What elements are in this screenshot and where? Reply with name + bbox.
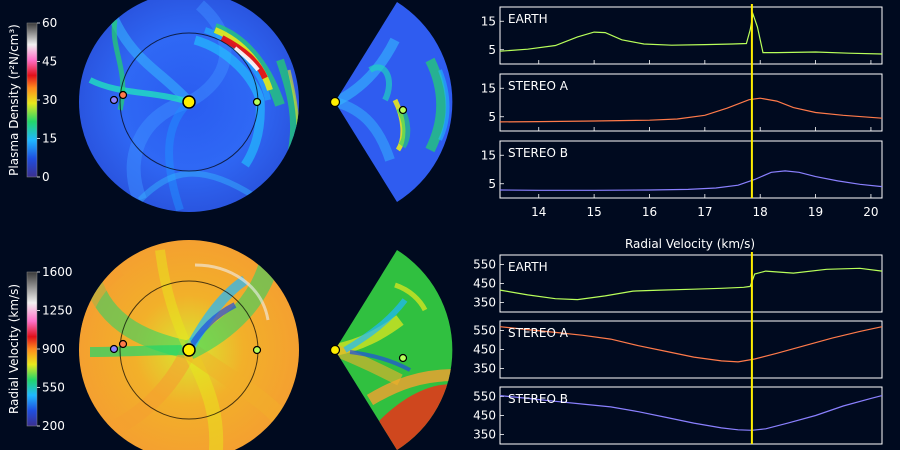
density-colorbar: Plasma Density (r²N/cm³) 60 45 30 15 0 [7,16,57,184]
velocity-colorbar-label: Radial Velocity (km/s) [7,284,21,414]
density-y-tick-label: 15 [481,14,496,28]
velocity-ecliptic-disc [79,240,299,450]
velocity-series-line-stereo-a [499,326,883,363]
velocity-timeseries: 350 450 550 EARTH 350 450 550 STEREO A 350 450 550… [473,252,883,445]
density-panel-frame [499,140,883,199]
velocity-y-tick-label: 550 [473,324,496,338]
wedge-earth-marker-velocity [398,353,408,363]
velocity-colorbar-tick-label: 550 [42,381,65,395]
stereo-a-marker [118,90,128,100]
density-y-tick-label: 5 [488,110,496,124]
density-colorbar-label: Plasma Density (r²N/cm³) [7,24,21,176]
density-ecliptic-disc [79,0,299,212]
density-panel-label: STEREO A [508,79,569,93]
velocity-colorbar-tick-label: 1600 [42,265,73,279]
density-series-line-stereo-a [499,97,883,123]
density-series-line-stereo-b [499,170,883,191]
density-series-line-earth [499,11,883,55]
velocity-colorbar-gradient [26,271,38,427]
velocity-y-tick-label: 550 [473,258,496,272]
velocity-series-line-earth [499,267,883,301]
density-colorbar-tick-label: 0 [42,170,50,184]
velocity-meridional-wedge [329,250,453,450]
velocity-colorbar-tick-label: 200 [42,419,65,433]
density-y-tick-label: 5 [488,177,496,191]
velocity-colorbar-tick-label: 1250 [42,304,73,318]
density-y-tick-label: 5 [488,43,496,57]
density-x-tick-label: 18 [753,205,768,219]
density-x-tick-label: 15 [586,205,601,219]
density-panel-label: EARTH [508,12,548,26]
density-colorbar-tick-label: 60 [42,16,57,30]
stereo-a-marker-velocity [118,339,128,349]
sun-marker-velocity [182,343,196,357]
velocity-y-tick-label: 450 [473,277,496,291]
density-colorbar-tick-label: 15 [42,132,57,146]
density-colorbar-gradient [26,22,38,178]
density-panel-frame [499,6,883,65]
velocity-y-tick-label: 350 [473,428,496,442]
velocity-panel-label: EARTH [508,260,548,274]
velocity-colorbar: Radial Velocity (km/s) 1600 1250 900 550 200 [7,265,73,433]
density-x-tick-label: 20 [863,205,878,219]
density-panel-label: STEREO B [508,146,568,160]
density-x-tick-label: 16 [642,205,657,219]
wedge-earth-marker [398,105,408,115]
density-x-tick-label: 19 [808,205,823,219]
density-y-tick-label: 15 [481,148,496,162]
velocity-y-tick-label: 350 [473,296,496,310]
earth-marker [252,97,262,107]
velocity-series-line-stereo-b [499,395,883,431]
velocity-y-tick-label: 450 [473,409,496,423]
density-colorbar-tick-label: 45 [42,55,57,69]
sun-marker [182,95,196,109]
density-y-tick-label: 15 [481,81,496,95]
velocity-panel-frame [499,254,883,313]
density-meridional-wedge [329,2,453,202]
earth-marker-velocity [252,345,262,355]
velocity-y-tick-label: 350 [473,362,496,376]
wedge-sun-marker [329,96,341,108]
velocity-y-tick-label: 450 [473,343,496,357]
velocity-panel-label: STEREO A [508,326,569,340]
velocity-colorbar-tick-label: 900 [42,342,65,356]
velocity-y-tick-label: 550 [473,390,496,404]
density-timeseries: 5 15 EARTH 5 15 STEREO A 5 15 STEREO B [481,4,883,199]
density-x-tick-label: 17 [697,205,712,219]
stereo-b-marker-velocity [109,344,119,354]
density-colorbar-tick-label: 30 [42,93,57,107]
density-x-tick-label: 14 [531,205,546,219]
velocity-panels-title: Radial Velocity (km/s) [625,237,755,251]
velocity-panel-label: STEREO B [508,392,568,406]
density-x-axis: 14 15 16 17 18 19 20 [531,205,878,219]
wedge-sun-marker-velocity [329,344,341,356]
stereo-b-marker [109,95,119,105]
density-panel-frame [499,73,883,132]
